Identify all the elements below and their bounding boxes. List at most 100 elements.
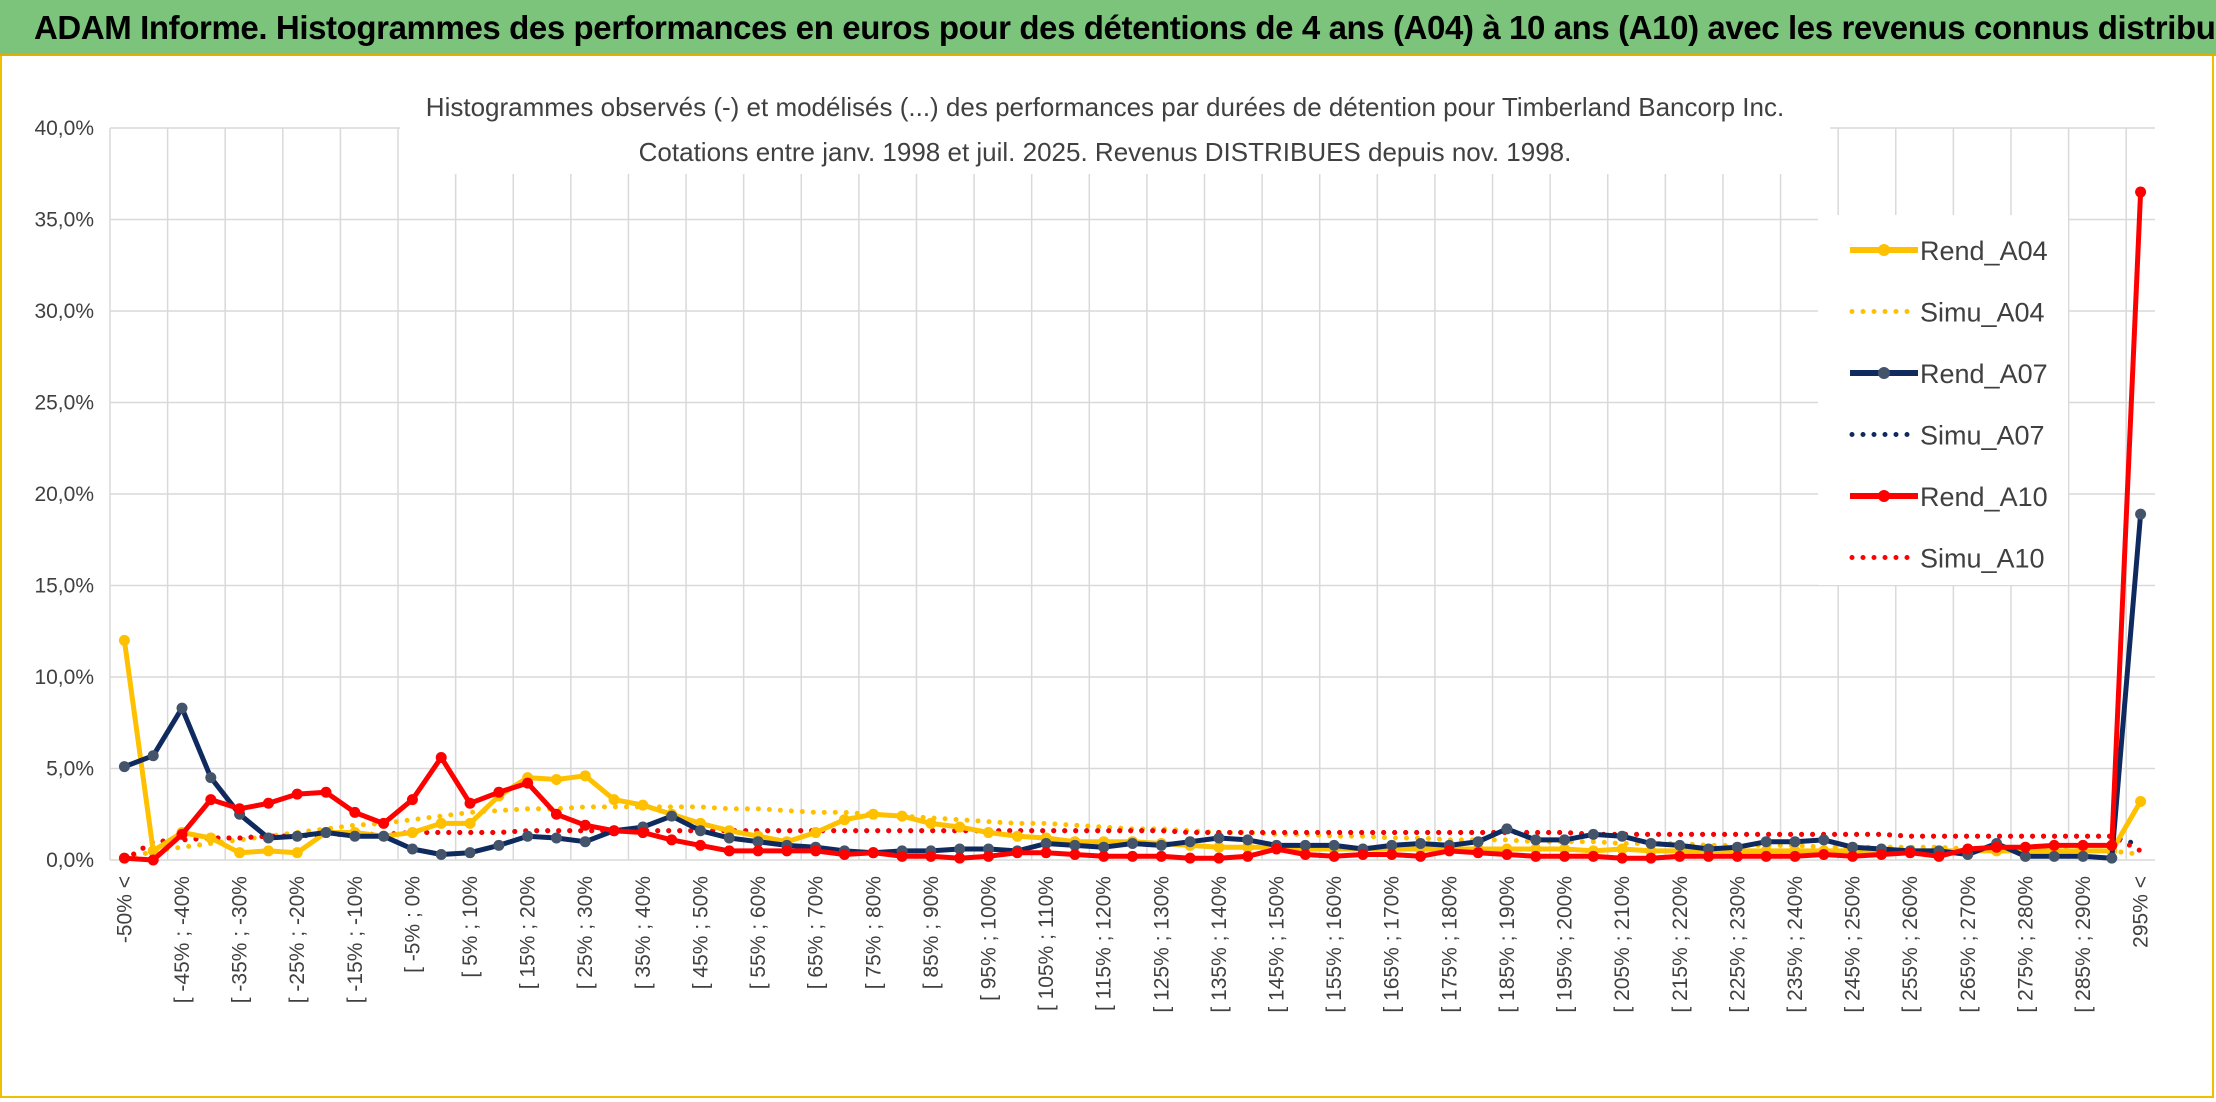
legend-label: Simu_A10	[1920, 544, 2045, 574]
data-point	[1011, 830, 1023, 842]
x-tick-label: 295% <	[2130, 876, 2153, 948]
data-point	[234, 847, 246, 859]
data-point	[1443, 845, 1455, 857]
data-point	[522, 777, 534, 789]
data-point	[147, 854, 159, 866]
x-tick-label: [ 105% ; 110%	[1035, 876, 1058, 1011]
legend-label: Simu_A04	[1920, 298, 2045, 328]
series-line	[121, 804, 2144, 863]
data-point	[896, 810, 908, 822]
data-point	[2106, 852, 2118, 864]
data-point	[810, 845, 822, 857]
data-point	[262, 832, 274, 844]
x-tick-label: [ 95% ; 100%	[977, 876, 1000, 1001]
data-point	[1904, 847, 1916, 859]
y-tick-label: 10,0%	[34, 666, 94, 689]
data-point	[608, 825, 620, 837]
data-point	[1962, 843, 1974, 855]
x-tick-label: [ 215% ; 220%	[1669, 876, 1692, 1013]
data-point	[320, 827, 332, 839]
x-tick-label: [ -5% ; 0%	[401, 876, 424, 973]
data-point	[2048, 850, 2060, 862]
data-point	[1127, 838, 1138, 850]
data-point	[406, 827, 418, 839]
data-point	[579, 819, 591, 831]
x-tick-label: [ 235% ; 240%	[1784, 876, 1807, 1013]
data-point	[1616, 852, 1628, 864]
data-point	[1415, 850, 1427, 862]
data-point	[1818, 834, 1830, 846]
data-point	[1501, 823, 1513, 835]
data-point	[666, 834, 678, 846]
data-point	[1587, 828, 1599, 840]
data-point	[1299, 839, 1311, 851]
y-tick-label: 30,0%	[34, 300, 94, 323]
data-point	[810, 827, 822, 839]
x-tick-label: [ -15% ; -10%	[344, 876, 367, 1003]
data-point	[406, 843, 418, 855]
legend-background	[1818, 215, 2068, 585]
legend-item: Simu_A10	[1849, 544, 2045, 574]
data-point	[262, 845, 274, 857]
data-point	[925, 850, 937, 862]
data-point	[1559, 850, 1571, 862]
data-point	[1242, 850, 1254, 862]
data-point	[464, 817, 476, 829]
data-point	[1386, 849, 1398, 861]
y-tick-label: 5,0%	[46, 758, 94, 781]
data-point	[550, 808, 562, 820]
data-point	[1271, 843, 1283, 855]
x-tick-label: [ 115% ; 120%	[1093, 876, 1116, 1011]
legend-marker	[1878, 244, 1890, 256]
data-point	[896, 850, 908, 862]
legend-label: Rend_A07	[1920, 359, 2048, 389]
data-point	[118, 761, 130, 773]
data-point	[1098, 841, 1110, 853]
data-point	[1530, 834, 1542, 846]
data-point	[118, 852, 130, 864]
chart-frame	[0, 56, 2214, 1098]
data-point	[550, 832, 562, 844]
x-tick-label: [ -25% ; -20%	[286, 876, 309, 1003]
data-point	[1789, 836, 1801, 848]
legend-label: Rend_A10	[1920, 482, 2048, 512]
x-tick-label: [ 35% ; 40%	[632, 876, 655, 989]
data-point	[522, 830, 534, 842]
data-point	[291, 847, 303, 859]
data-point	[2019, 841, 2031, 853]
data-point	[464, 797, 476, 809]
series-rend-a04	[118, 634, 2147, 859]
data-point	[666, 810, 678, 822]
data-point	[1213, 832, 1225, 844]
title-background	[400, 88, 1830, 174]
legend-item: Rend_A04	[1850, 236, 2048, 266]
series-line	[121, 828, 2144, 863]
data-point	[1530, 850, 1542, 862]
data-point	[1703, 850, 1715, 862]
legend-marker	[1878, 490, 1890, 502]
data-point	[262, 797, 274, 809]
data-point	[694, 839, 706, 851]
data-point	[176, 828, 188, 840]
data-point	[1731, 850, 1743, 862]
x-tick-label: [ 255% ; 260%	[1899, 876, 1922, 1013]
data-point	[579, 770, 591, 782]
data-point	[1040, 838, 1052, 850]
x-axis-ticks: -50% < [ -45% ; -40% [ -35% ; -30% [ -25% ;…	[113, 876, 2152, 1013]
data-point	[493, 839, 505, 851]
report-title: ADAM Informe. Histogrammes des performan…	[34, 9, 2216, 46]
data-point	[1069, 849, 1081, 861]
data-point	[1155, 850, 1167, 862]
y-tick-label: 40,0%	[34, 117, 94, 140]
data-point	[982, 850, 994, 862]
x-tick-label: [ 175% ; 180%	[1438, 876, 1461, 1013]
legend-marker	[1878, 367, 1890, 379]
x-tick-label: [ 75% ; 80%	[862, 876, 885, 989]
data-point	[1184, 852, 1196, 864]
series-simu-a10	[121, 828, 2144, 863]
data-point	[493, 786, 505, 798]
y-tick-label: 15,0%	[34, 575, 94, 598]
data-point	[1213, 852, 1225, 864]
data-point	[1818, 849, 1830, 861]
